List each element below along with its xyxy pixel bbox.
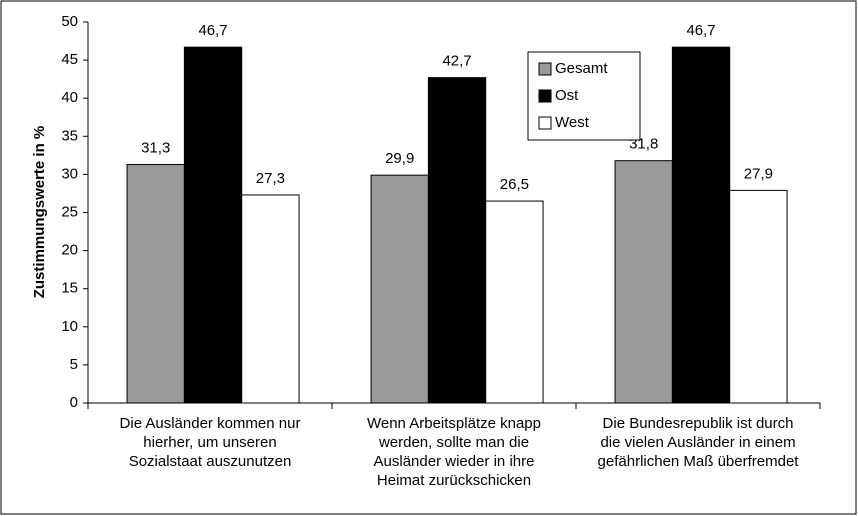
- bar: [370, 174, 429, 404]
- x-tick-label: Wenn Arbeitsplätze knapp: [367, 415, 541, 432]
- y-tick-label: 45: [61, 51, 78, 68]
- value-label: 27,9: [744, 165, 773, 182]
- y-tick-label: 35: [61, 127, 78, 144]
- bar: [671, 46, 731, 404]
- y-tick-label: 5: [70, 356, 78, 373]
- y-tick-label: 40: [61, 89, 78, 106]
- bar: [427, 77, 487, 404]
- bar: [241, 194, 300, 404]
- y-tick-label: 0: [70, 394, 78, 411]
- x-tick-label: Heimat zurückschicken: [377, 472, 531, 489]
- y-axis-title: Zustimmungswerte in %: [31, 126, 48, 299]
- value-label: 31,3: [141, 139, 170, 156]
- value-label: 27,3: [256, 170, 285, 187]
- legend-label: Ost: [555, 87, 579, 104]
- value-label: 46,7: [198, 22, 227, 39]
- x-tick-label: Die Ausländer kommen nur: [120, 415, 301, 432]
- bar: [614, 160, 673, 404]
- value-label: 42,7: [442, 53, 471, 70]
- y-tick-label: 15: [61, 280, 78, 297]
- value-label: 26,5: [500, 176, 529, 193]
- bar: [183, 46, 243, 404]
- x-tick-label: werden, sollte man die: [378, 434, 529, 451]
- bar: [729, 189, 788, 404]
- legend-swatch: [538, 116, 552, 130]
- legend-swatch: [538, 62, 552, 76]
- y-tick-label: 50: [61, 13, 78, 30]
- value-label: 46,7: [686, 22, 715, 39]
- x-tick-label: hierher, um unseren: [143, 434, 276, 451]
- y-tick-label: 20: [61, 242, 78, 259]
- legend-label: West: [555, 114, 590, 131]
- y-tick-label: 25: [61, 203, 78, 220]
- bar: [485, 200, 544, 404]
- x-tick-label: Sozialstaat auszunutzen: [129, 453, 292, 470]
- legend-swatch: [538, 89, 552, 103]
- y-tick-label: 30: [61, 165, 78, 182]
- y-tick-label: 10: [61, 318, 78, 335]
- x-tick-label: Ausländer wieder in ihre: [374, 453, 535, 470]
- bar: [126, 163, 185, 404]
- legend-label: Gesamt: [555, 60, 608, 77]
- x-tick-label: die vielen Ausländer in einem: [600, 434, 795, 451]
- x-tick-label: Die Bundesrepublik ist durch: [603, 415, 794, 432]
- value-label: 29,9: [385, 150, 414, 167]
- x-tick-label: gefährlichen Maß überfremdet: [598, 453, 800, 470]
